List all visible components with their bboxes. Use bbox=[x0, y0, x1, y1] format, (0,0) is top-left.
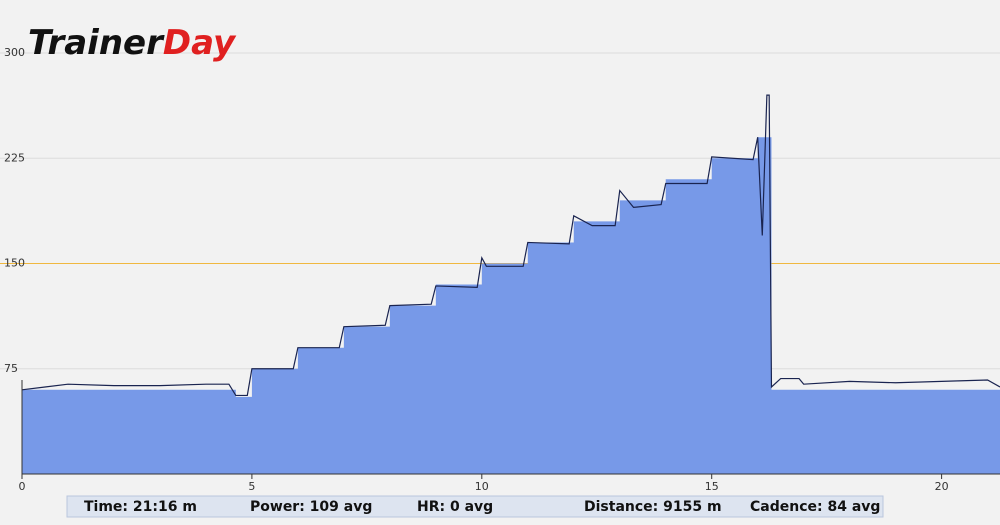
logo: TrainerDay bbox=[28, 23, 237, 63]
footer-power: Power: 109 avg bbox=[250, 499, 372, 515]
x-tick-label: 5 bbox=[248, 480, 255, 493]
x-tick-label: 15 bbox=[705, 480, 719, 493]
footer-time: Time: 21:16 m bbox=[84, 499, 197, 515]
target-area bbox=[22, 137, 1000, 474]
y-tick-label: 300 bbox=[4, 46, 25, 59]
power-line bbox=[21, 94, 1000, 397]
footer-distance: Distance: 9155 m bbox=[584, 499, 722, 515]
x-tick-label: 10 bbox=[475, 480, 489, 493]
footer-cadence: Cadence: 84 avg bbox=[750, 499, 880, 515]
y-tick-label: 75 bbox=[4, 362, 18, 375]
y-tick-label: 225 bbox=[4, 151, 25, 164]
x-tick-label: 0 bbox=[19, 480, 26, 493]
footer-box bbox=[66, 495, 884, 518]
x-tick-label: 20 bbox=[935, 480, 949, 493]
footer-hr: HR: 0 avg bbox=[417, 499, 493, 515]
y-tick-label: 150 bbox=[4, 257, 25, 270]
